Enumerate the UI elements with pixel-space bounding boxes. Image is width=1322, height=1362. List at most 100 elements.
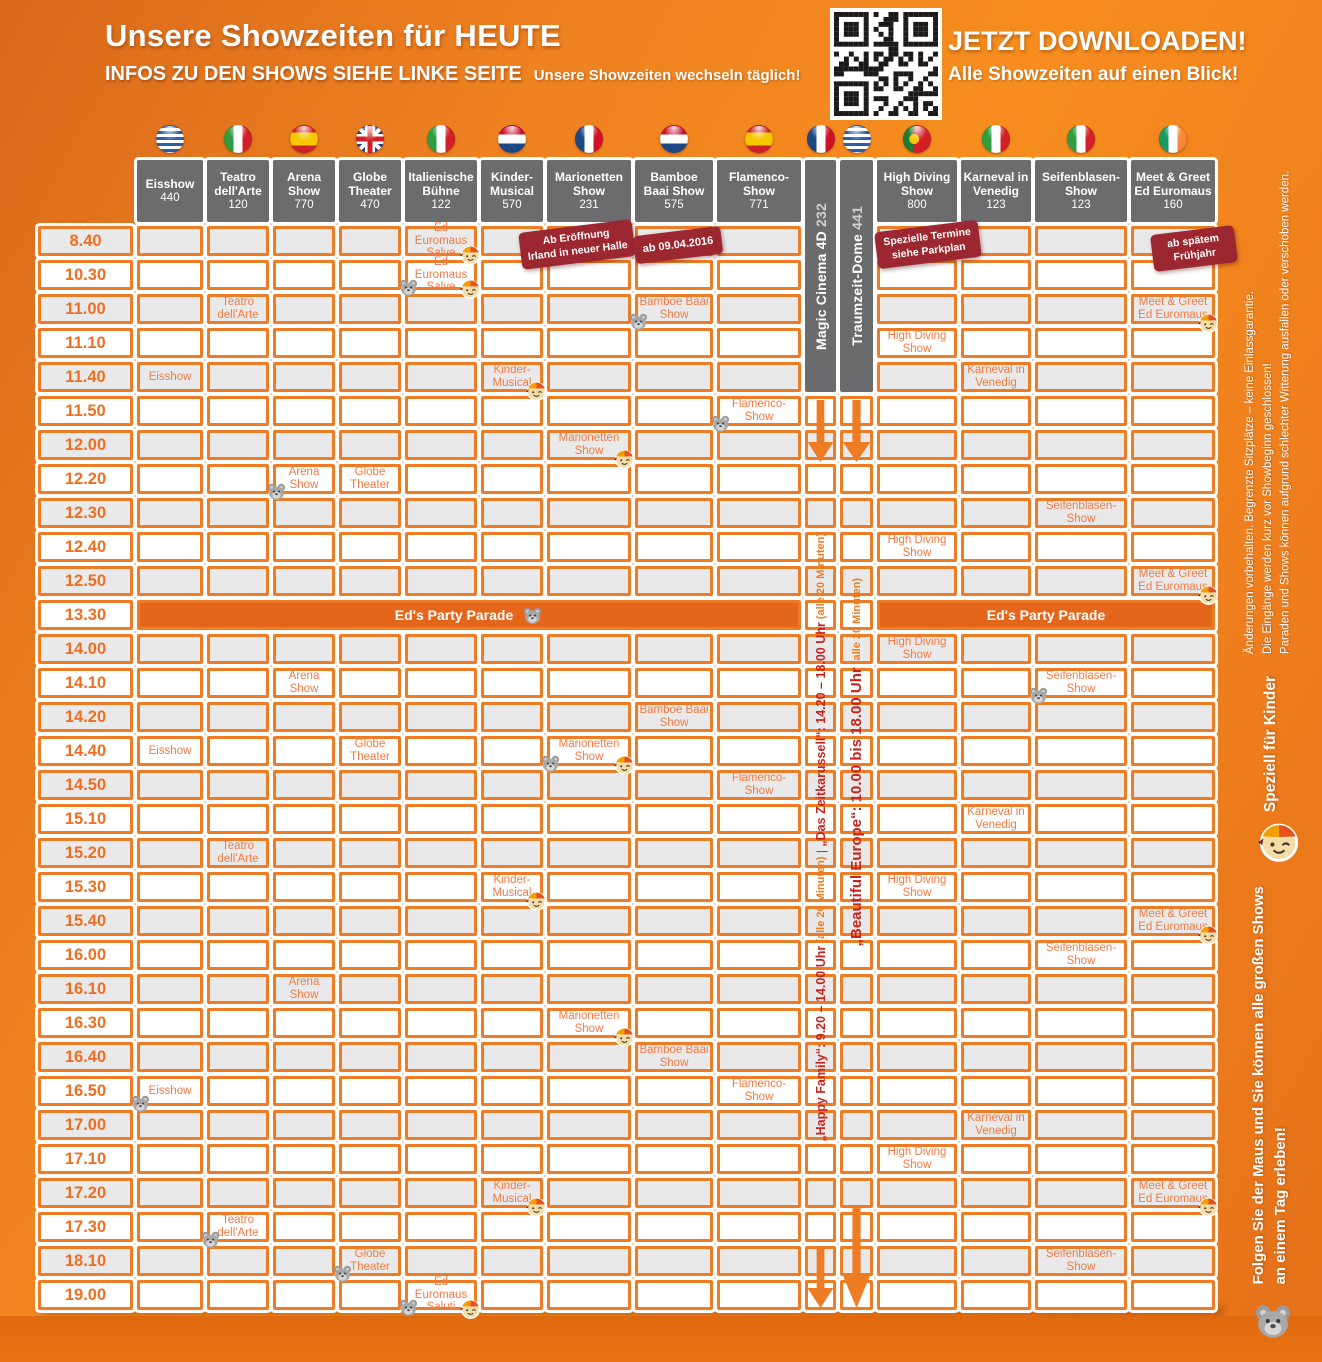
empty-cell — [481, 770, 543, 800]
mouse-icon — [200, 1229, 221, 1250]
euromaus-face-icon — [1197, 311, 1220, 334]
time-cell: 16.30 — [38, 1008, 133, 1038]
column-header: Bamboe Baai Show 575 — [635, 160, 713, 222]
empty-cell — [635, 1076, 713, 1106]
empty-cell — [877, 1178, 957, 1208]
time-cell: 12.00 — [38, 430, 133, 460]
empty-cell — [405, 702, 477, 732]
empty-cell — [137, 1042, 203, 1072]
empty-cell — [547, 362, 631, 392]
schedule-cell: Teatro dell'Arte — [207, 294, 269, 324]
column-number: 800 — [907, 198, 927, 211]
time-cell: 16.00 — [38, 940, 133, 970]
time-cell: 15.20 — [38, 838, 133, 868]
empty-cell — [137, 838, 203, 868]
empty-cell — [877, 974, 957, 1004]
time-cell: 16.10 — [38, 974, 133, 1004]
empty-cell — [1035, 838, 1127, 868]
empty-cell — [1131, 328, 1215, 358]
empty-cell — [481, 1042, 543, 1072]
empty-cell — [1131, 396, 1215, 426]
schedule-cell: Ed Euromaus Salve — [399, 256, 481, 299]
empty-cell — [339, 498, 401, 528]
empty-cell — [405, 770, 477, 800]
empty-cell — [207, 804, 269, 834]
empty-cell — [877, 294, 957, 324]
empty-cell — [1035, 634, 1127, 664]
time-cell: 14.20 — [38, 702, 133, 732]
follow-note-line: an einem Tag erleben! — [1271, 1127, 1289, 1285]
show-name: Karneval in Venedig — [967, 364, 1025, 389]
empty-cell — [961, 498, 1031, 528]
empty-cell — [273, 1280, 335, 1310]
empty-cell — [481, 940, 543, 970]
empty-cell — [1131, 838, 1215, 868]
schedule-cell: Seifenblasen-Show — [1035, 1246, 1127, 1276]
empty-cell — [877, 838, 957, 868]
time-cell: 11.40 — [38, 362, 133, 392]
column-name: Bamboe Baai Show — [643, 170, 705, 198]
flag-cell — [1131, 122, 1215, 156]
italy-flag-icon — [1067, 125, 1095, 153]
empty-cell — [840, 1008, 873, 1038]
time-cell: 16.40 — [38, 1042, 133, 1072]
empty-cell — [137, 260, 203, 290]
empty-cell — [961, 1144, 1031, 1174]
empty-cell — [717, 1144, 801, 1174]
empty-cell — [635, 736, 713, 766]
column-header: Seifenblasen-Show 123 — [1035, 160, 1127, 222]
time-cell: 11.10 — [38, 328, 133, 358]
empty-cell — [207, 1008, 269, 1038]
empty-cell — [207, 1246, 269, 1276]
empty-cell — [1131, 362, 1215, 392]
empty-cell — [137, 804, 203, 834]
empty-cell — [840, 1042, 873, 1072]
flag-cell — [547, 122, 631, 156]
schedule-cell: Kinder-Musical — [481, 1178, 547, 1217]
empty-cell — [547, 566, 631, 596]
time-cell: 17.10 — [38, 1144, 133, 1174]
euromaus-face-icon — [1256, 818, 1302, 864]
euromaus-face-icon — [525, 379, 548, 402]
schedule-cell: High Diving Show — [877, 872, 957, 902]
column-name: Meet & Greet Ed Euromaus — [1134, 170, 1212, 198]
empty-cell — [717, 328, 801, 358]
time-cell: 15.30 — [38, 872, 133, 902]
mouse-icon — [628, 311, 649, 332]
flag-cell — [207, 122, 269, 156]
time-cell: 11.50 — [38, 396, 133, 426]
empty-cell — [137, 1008, 203, 1038]
empty-cell — [1035, 1280, 1127, 1310]
schedule-cell: Bamboe Baai Show — [635, 1042, 713, 1072]
empty-cell — [877, 668, 957, 698]
empty-cell — [481, 498, 543, 528]
empty-cell — [207, 736, 269, 766]
show-name: Meet & Greet Ed Euromaus — [1138, 1180, 1208, 1205]
empty-cell — [717, 1280, 801, 1310]
empty-cell — [840, 804, 873, 834]
empty-cell — [405, 736, 477, 766]
empty-cell — [481, 1008, 543, 1038]
column-number: 231 — [579, 198, 599, 211]
empty-cell — [1131, 1246, 1215, 1276]
empty-cell — [339, 974, 401, 1004]
empty-cell — [840, 464, 873, 494]
empty-cell — [273, 906, 335, 936]
empty-cell — [207, 532, 269, 562]
time-cell: 12.40 — [38, 532, 133, 562]
empty-cell — [840, 940, 873, 970]
kids-note: Speziell für Kinder — [1262, 676, 1279, 813]
schedule-cell: Meet & Greet Ed Euromaus — [1131, 294, 1219, 333]
empty-cell — [273, 1144, 335, 1174]
empty-cell — [207, 1144, 269, 1174]
show-name: Flamenco-Show — [731, 772, 787, 797]
show-name: Meet & Greet Ed Euromaus — [1138, 568, 1208, 593]
empty-cell — [339, 1178, 401, 1208]
empty-cell — [405, 804, 477, 834]
column-name: Italienische Bühne — [408, 170, 474, 198]
empty-cell — [717, 260, 801, 290]
empty-cell — [1035, 566, 1127, 596]
empty-cell — [961, 872, 1031, 902]
empty-cell — [339, 566, 401, 596]
empty-cell — [547, 770, 631, 800]
